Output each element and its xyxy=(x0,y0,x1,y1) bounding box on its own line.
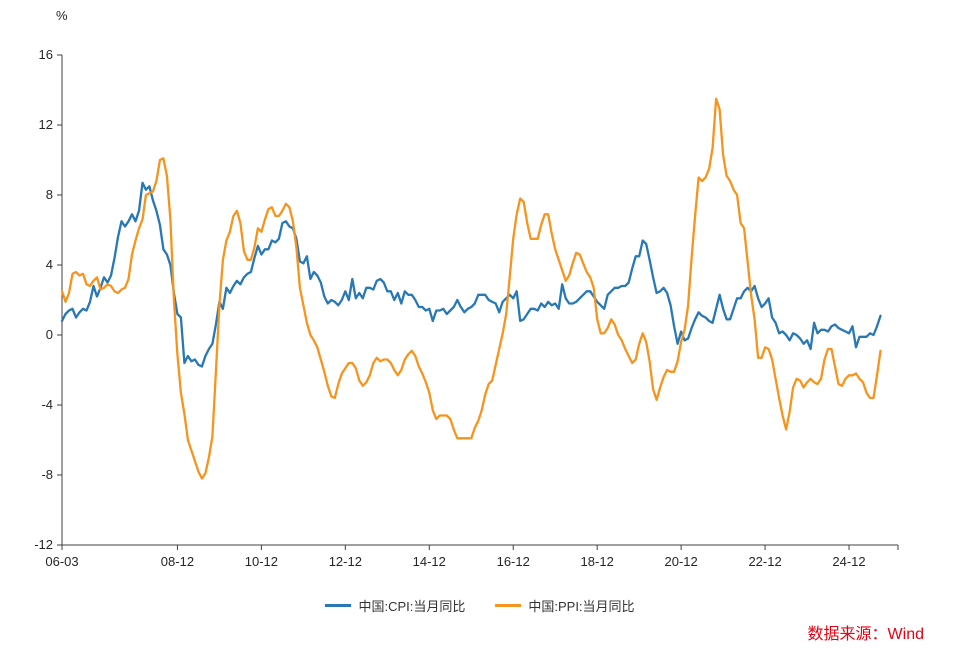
x-tick-label: 12-12 xyxy=(329,554,362,569)
data-source-note: 数据来源：Wind xyxy=(807,626,924,643)
y-tick-label: 0 xyxy=(46,327,53,342)
y-axis-unit-label: % xyxy=(56,8,68,23)
x-tick-label: 22-12 xyxy=(748,554,781,569)
x-tick-label: 20-12 xyxy=(665,554,698,569)
legend-label: 中国:PPI:当月同比 xyxy=(528,599,635,614)
x-tick-label: 14-12 xyxy=(413,554,446,569)
y-tick-label: 12 xyxy=(39,117,53,132)
legend-item-cpi: 中国:CPI:当月同比 xyxy=(325,596,465,615)
legend-swatch-ppi xyxy=(495,604,522,607)
y-tick-label: 4 xyxy=(46,257,53,272)
x-tick-label: 24-12 xyxy=(832,554,865,569)
x-tick-label: 08-12 xyxy=(161,554,194,569)
legend-item-ppi: 中国:PPI:当月同比 xyxy=(495,596,635,615)
chart-legend: 中国:CPI:当月同比 中国:PPI:当月同比 xyxy=(0,596,960,615)
y-tick-label: 8 xyxy=(46,187,53,202)
series-line-cpi xyxy=(60,181,882,368)
legend-swatch-cpi xyxy=(325,604,352,607)
x-tick-label: 06-03 xyxy=(45,554,78,569)
y-tick-label: -12 xyxy=(34,537,53,552)
x-tick-label: 18-12 xyxy=(581,554,614,569)
series-line-ppi xyxy=(60,97,882,480)
legend-label: 中国:CPI:当月同比 xyxy=(358,599,466,614)
y-tick-label: 16 xyxy=(39,47,53,62)
x-tick-label: 10-12 xyxy=(245,554,278,569)
x-tick-label: 16-12 xyxy=(497,554,530,569)
y-tick-label: -8 xyxy=(41,467,53,482)
y-tick-label: -4 xyxy=(41,397,53,412)
line-chart: 16 12 8 4 0 -4 -8 -12 06-03 08-12 10-12 12-12 14-12 1… xyxy=(34,47,899,569)
